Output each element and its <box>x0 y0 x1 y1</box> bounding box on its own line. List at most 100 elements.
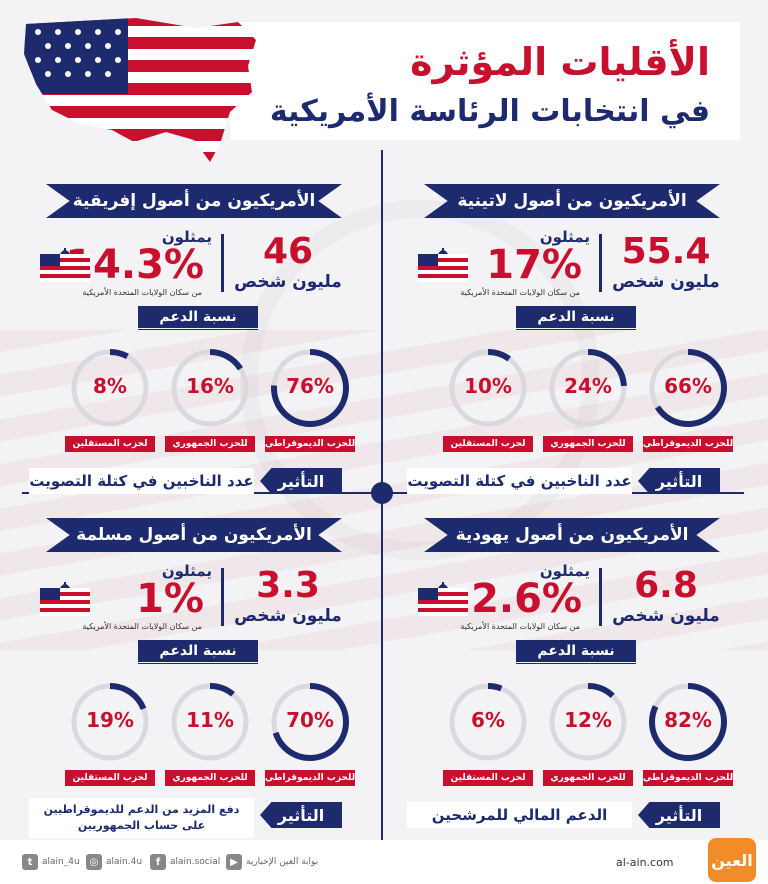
support-underline <box>138 663 258 664</box>
panel-title-banner: الأمريكيون من أصول لاتينية <box>424 184 720 218</box>
support-donut: 70% <box>268 680 352 764</box>
donut-arc <box>649 683 727 761</box>
center-dot <box>371 482 393 504</box>
donut-arc <box>549 683 627 761</box>
share-note: من سكان الولايات المتحدة الأمريكية <box>460 622 580 631</box>
support-donut: 16% <box>168 346 252 430</box>
party-label: للحزب الجمهوري <box>543 436 633 452</box>
share-label: يمثلون <box>539 562 590 580</box>
social-facebook[interactable]: f alain.social <box>150 854 220 870</box>
impact-text: عدد الناخبين في كتلة التصويت <box>29 468 254 494</box>
header: الأقليات المؤثرة في انتخابات الرئاسة الأ… <box>230 22 740 140</box>
donut-arc <box>549 349 627 427</box>
donut-arc <box>449 349 527 427</box>
donut-arc <box>171 683 249 761</box>
support-donut: 11% <box>168 680 252 764</box>
donut-arc <box>71 683 149 761</box>
support-donut: 8% <box>68 346 152 430</box>
support-value: 66% <box>664 374 712 398</box>
social-twitter[interactable]: t alain_4u <box>22 854 80 870</box>
donut-arc <box>649 349 727 427</box>
impact-text: دفع المزيد من الدعم للديموقراطيين على حس… <box>29 798 254 838</box>
support-donut: 66% <box>646 346 730 430</box>
al-ain-logo: العين <box>708 838 756 882</box>
site-url[interactable]: al-ain.com <box>616 856 674 869</box>
party-label: للحزب الديموقراطي <box>265 770 355 786</box>
support-donut: 19% <box>68 680 152 764</box>
party-label: لحزب المستقلين <box>443 436 533 452</box>
minority-panel: الأمريكيون من أصول لاتينية 55.4 مليون شخص ي… <box>400 184 740 504</box>
donut-arc <box>271 683 349 761</box>
population-number: 55.4 <box>621 231 711 272</box>
minority-panel: الأمريكيون من أصول يهودية 6.8 مليون شخص يمث… <box>400 518 740 838</box>
support-underline <box>516 329 636 330</box>
donut-arc <box>71 349 149 427</box>
population-number: 6.8 <box>634 565 698 606</box>
minority-panel: الأمريكيون من أصول إفريقية 46 مليون شخص يمث… <box>22 184 362 504</box>
social-handle: alain.social <box>170 857 221 867</box>
share-label: يمثلون <box>161 228 212 246</box>
share-note: من سكان الولايات المتحدة الأمريكية <box>460 288 580 297</box>
stat-divider <box>221 568 224 626</box>
population-unit: مليون شخص <box>234 606 342 626</box>
support-heading: نسبة الدعم <box>138 640 258 662</box>
stat-divider <box>221 234 224 292</box>
share-label: يمثلون <box>161 562 212 580</box>
population-count: 6.8 مليون شخص <box>612 565 720 627</box>
share-label: يمثلون <box>539 228 590 246</box>
share-percent: 2.6% <box>471 576 582 622</box>
donut-arc <box>171 349 249 427</box>
panel-title-banner: الأمريكيون من أصول يهودية <box>424 518 720 552</box>
support-value: 82% <box>664 708 712 732</box>
capitol-flag-icon <box>418 582 468 616</box>
instagram-icon: ◎ <box>86 854 102 870</box>
support-value: 12% <box>564 708 612 732</box>
impact-tag: التأثير <box>260 468 342 494</box>
party-label: للحزب الديموقراطي <box>265 436 355 452</box>
page-subtitle: في انتخابات الرئاسة الأمريكية <box>269 94 710 129</box>
party-label: لحزب المستقلين <box>65 770 155 786</box>
support-heading: نسبة الدعم <box>138 306 258 328</box>
stat-divider <box>599 568 602 626</box>
twitter-icon: t <box>22 854 38 870</box>
population-count: 46 مليون شخص <box>234 231 342 293</box>
support-value: 8% <box>93 374 127 398</box>
support-underline <box>516 663 636 664</box>
population-number: 46 <box>262 231 314 272</box>
support-value: 11% <box>186 708 234 732</box>
support-value: 16% <box>186 374 234 398</box>
population-unit: مليون شخص <box>612 606 720 626</box>
social-youtube[interactable]: ▶ بوابة العين الإخبارية <box>226 854 318 870</box>
impact-text: عدد الناخبين في كتلة التصويت <box>407 468 632 494</box>
party-label: للحزب الديموقراطي <box>643 770 733 786</box>
party-label: للحزب الجمهوري <box>543 770 633 786</box>
population-number: 3.3 <box>256 565 320 606</box>
support-value: 24% <box>564 374 612 398</box>
population-count: 3.3 مليون شخص <box>234 565 342 627</box>
share-note: من سكان الولايات المتحدة الأمريكية <box>82 622 202 631</box>
support-donut: 10% <box>446 346 530 430</box>
population-unit: مليون شخص <box>234 272 342 292</box>
panel-title-banner: الأمريكيون من أصول إفريقية <box>46 184 342 218</box>
impact-tag: التأثير <box>638 468 720 494</box>
share-note: من سكان الولايات المتحدة الأمريكية <box>82 288 202 297</box>
support-heading: نسبة الدعم <box>516 640 636 662</box>
party-label: لحزب المستقلين <box>65 436 155 452</box>
impact-tag: التأثير <box>260 802 342 828</box>
support-donut: 6% <box>446 680 530 764</box>
support-value: 6% <box>471 708 505 732</box>
party-label: للحزب الجمهوري <box>165 436 255 452</box>
party-label: لحزب المستقلين <box>443 770 533 786</box>
footer: t alain_4u ◎ alain.4u f alain.social ▶ ب… <box>0 840 768 884</box>
population-unit: مليون شخص <box>612 272 720 292</box>
share-percent: 17% <box>486 242 582 288</box>
support-donut: 12% <box>546 680 630 764</box>
support-donut: 76% <box>268 346 352 430</box>
social-handle: alain_4u <box>42 857 80 867</box>
social-instagram[interactable]: ◎ alain.4u <box>86 854 142 870</box>
support-underline <box>138 329 258 330</box>
support-value: 10% <box>464 374 512 398</box>
support-value: 76% <box>286 374 334 398</box>
party-label: للحزب الجمهوري <box>165 770 255 786</box>
support-value: 70% <box>286 708 334 732</box>
